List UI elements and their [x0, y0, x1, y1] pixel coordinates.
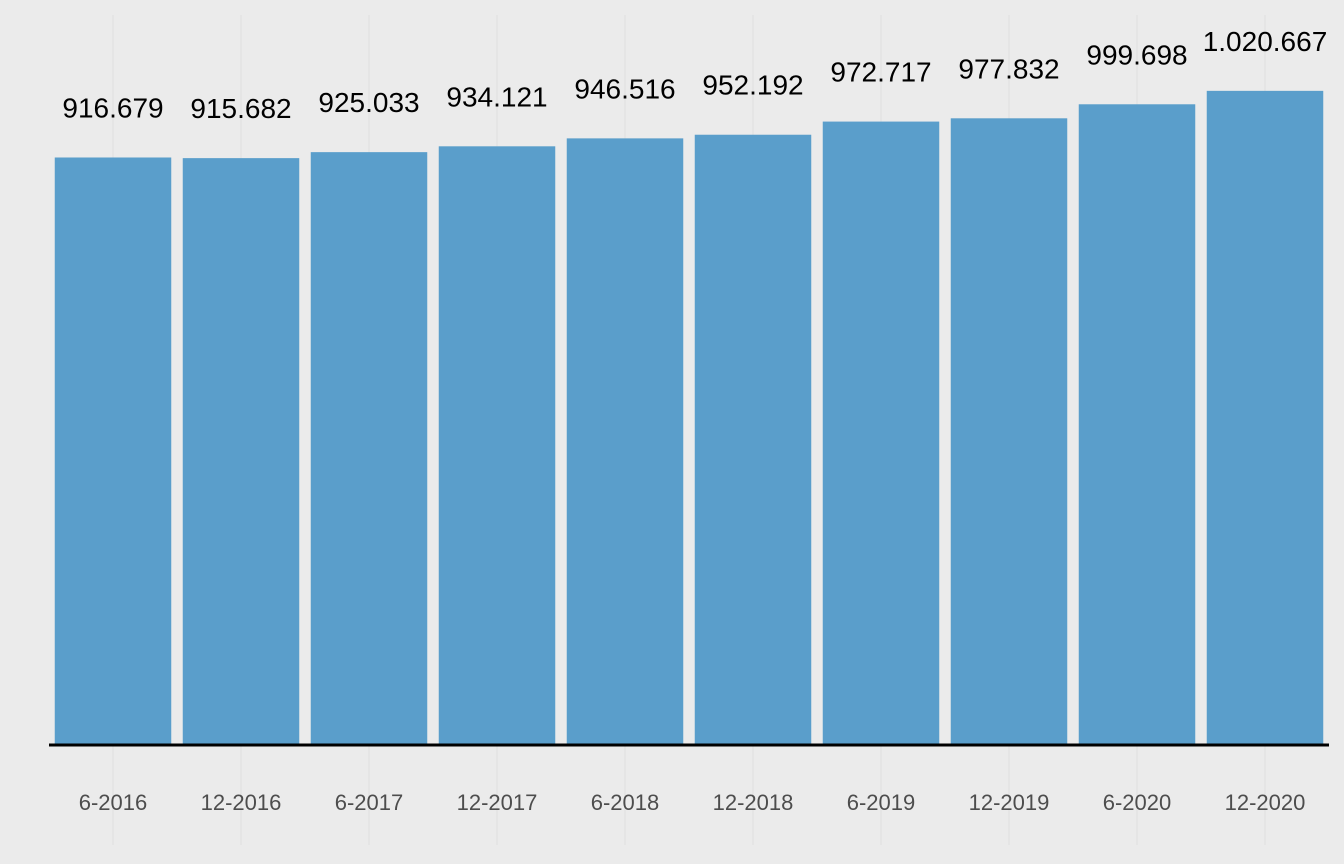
bar-value-label-6-2017: 925.033	[318, 87, 419, 118]
x-tick-label-12-2018: 12-2018	[713, 790, 794, 815]
bar-value-label-12-2020: 1.020.667	[1203, 26, 1328, 57]
bar-12-2016	[182, 158, 300, 745]
x-tick-label-6-2018: 6-2018	[591, 790, 660, 815]
bars	[54, 90, 1324, 746]
bar-value-labels: 916.679 915.682 925.033 934.121 946.516 952.1…	[62, 26, 1327, 124]
x-tick-label-6-2019: 6-2019	[847, 790, 916, 815]
x-axis-tick-labels: 6-2016 12-2016 6-2017 12-2017 6-2018 12-2018 6…	[79, 790, 1306, 815]
bar-12-2018	[694, 134, 812, 746]
bar-value-label-6-2018: 946.516	[574, 73, 675, 104]
bar-value-label-6-2020: 999.698	[1086, 39, 1187, 70]
bar-12-2017	[438, 146, 556, 745]
bar-6-2016	[54, 157, 172, 746]
bar-value-label-12-2016: 915.682	[190, 93, 291, 124]
x-tick-label-6-2016: 6-2016	[79, 790, 148, 815]
bar-6-2020	[1078, 104, 1196, 745]
x-tick-label-12-2017: 12-2017	[457, 790, 538, 815]
bar-value-label-12-2018: 952.192	[702, 70, 803, 101]
x-tick-label-6-2020: 6-2020	[1103, 790, 1172, 815]
x-tick-label-6-2017: 6-2017	[335, 790, 404, 815]
bar-value-label-12-2017: 934.121	[446, 81, 547, 112]
x-tick-label-12-2016: 12-2016	[201, 790, 282, 815]
bar-value-label-12-2019: 977.832	[958, 53, 1059, 84]
x-tick-label-12-2020: 12-2020	[1225, 790, 1306, 815]
bar-6-2019	[822, 121, 940, 745]
bar-6-2018	[566, 138, 684, 745]
x-tick-label-12-2019: 12-2019	[969, 790, 1050, 815]
bar-value-label-6-2019: 972.717	[830, 57, 931, 88]
bar-12-2020	[1206, 90, 1324, 746]
bar-value-label-6-2016: 916.679	[62, 92, 163, 123]
bar-6-2017	[310, 152, 428, 745]
bar-12-2019	[950, 118, 1068, 746]
